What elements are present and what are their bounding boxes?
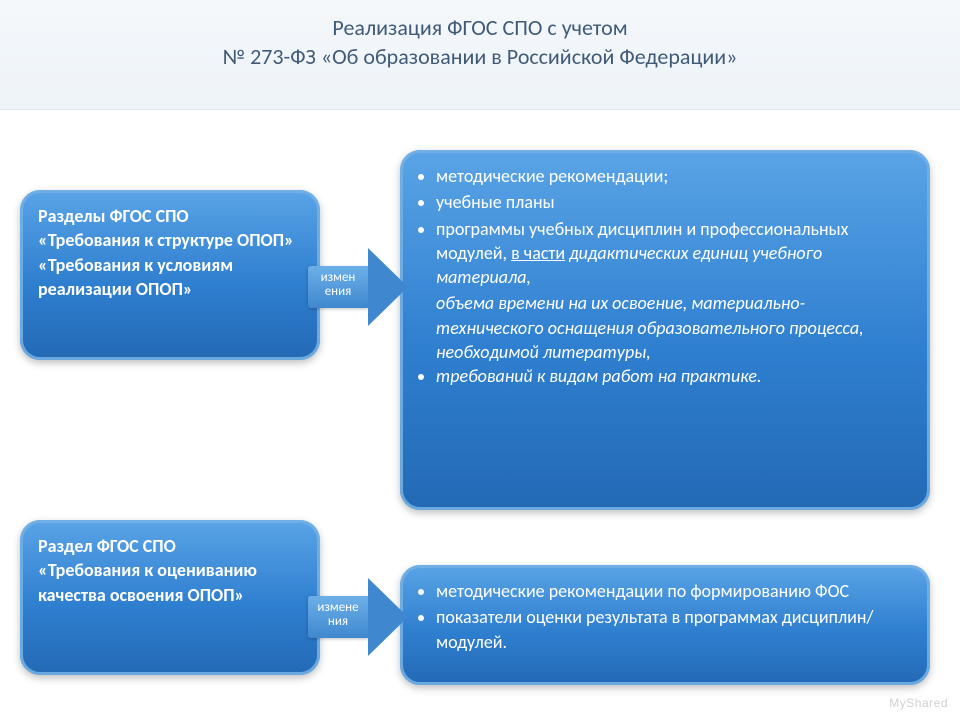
title-line-2: № 273-ФЗ «Об образовании в Российской Фе… xyxy=(0,43,960,72)
bullet-item: требований к видам работ на практике. xyxy=(436,364,912,388)
arrow-label: изменения xyxy=(312,601,364,628)
title-line-1: Реализация ФГОС СПО с учетом xyxy=(0,14,960,43)
bullet-list: методические рекомендации;учебные планы п… xyxy=(418,164,912,389)
text-line: «Требования к условиям реализации ОПОП» xyxy=(38,253,302,302)
text-line: «Требования к структуре ОПОП» xyxy=(38,228,302,252)
box-section-quality-assessment: Раздел ФГОС СПО «Требования к оцениванию… xyxy=(20,520,320,675)
text-line: «Требования к оцениванию качества освоен… xyxy=(38,558,302,607)
arrow-changes-bottom: изменения xyxy=(308,578,408,656)
arrow-changes-top: изменения xyxy=(308,248,408,326)
arrow-head-icon xyxy=(368,578,408,656)
arrow-head-icon xyxy=(368,248,408,326)
bullet-continuation: объема времени на их освоение, материаль… xyxy=(436,291,912,364)
bullet-list: методические рекомендации по формировани… xyxy=(418,579,912,654)
bullet-item: учебные планы xyxy=(436,190,912,214)
bullet-item: методические рекомендации; xyxy=(436,164,912,188)
text-line: Разделы ФГОС СПО xyxy=(38,204,302,228)
box-methodical-recommendations-bottom: методические рекомендации по формировани… xyxy=(400,565,930,685)
slide-title: Реализация ФГОС СПО с учетом № 273-ФЗ «О… xyxy=(0,0,960,110)
text-line: Раздел ФГОС СПО xyxy=(38,534,302,558)
bullet-item: показатели оценки результата в программа… xyxy=(436,605,912,654)
bullet-item: методические рекомендации по формировани… xyxy=(436,579,912,603)
bullet-item: программы учебных дисциплин и профессион… xyxy=(436,217,912,290)
box-methodical-recommendations-top: методические рекомендации;учебные планы п… xyxy=(400,150,930,510)
box-sections-structure-conditions: Разделы ФГОС СПО «Требования к структуре… xyxy=(20,190,320,360)
watermark: MyShared xyxy=(889,696,948,710)
arrow-label: изменения xyxy=(312,271,364,298)
